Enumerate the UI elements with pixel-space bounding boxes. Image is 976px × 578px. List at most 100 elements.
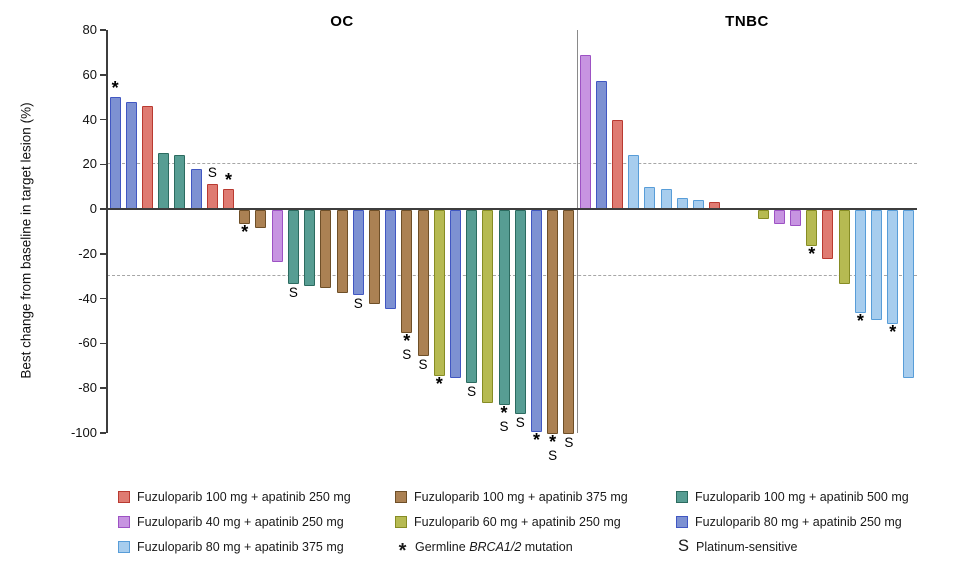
brca-marker: * (532, 429, 540, 450)
legend-item-fz100_ap250: Fuzuloparib 100 mg + apatinib 250 mg (118, 489, 351, 504)
bar-oc-11 (271, 210, 283, 262)
x-axis-baseline (107, 208, 917, 210)
platinum-marker: S (499, 418, 509, 434)
y-axis-tick (100, 387, 106, 389)
brca-marker: * (500, 402, 508, 423)
legend-item-label: Fuzuloparib 100 mg + apatinib 250 mg (137, 489, 351, 504)
platinum-marker: S (353, 296, 363, 312)
brca-marker: * (225, 169, 233, 190)
legend-swatch-icon (676, 490, 688, 503)
bar-tnbc-15 (806, 210, 818, 246)
panel-title-oc: OC (330, 13, 354, 30)
legend-swatch-icon (118, 490, 130, 503)
y-axis-tick-label: 0 (89, 201, 97, 217)
bar-oc-4 (158, 153, 170, 210)
panel-title-tnbc: TNBC (725, 13, 769, 30)
y-axis-tick (100, 74, 106, 76)
y-axis-tick (100, 432, 106, 434)
y-axis-tick-label: 40 (82, 111, 97, 127)
legend-item-brca: * Germline BRCA1/2 mutation (395, 539, 628, 562)
bar-oc-23 (466, 210, 478, 383)
platinum-marker: S (515, 414, 525, 430)
y-axis-tick-label: 80 (82, 22, 97, 37)
bar-oc-14 (320, 210, 332, 289)
platinum-marker: S (548, 448, 558, 463)
bar-tnbc-21 (903, 210, 915, 379)
brca-symbol-icon: * (398, 539, 407, 562)
y-axis-tick-label: -60 (78, 335, 97, 351)
y-axis-tick-label: -100 (70, 425, 97, 440)
legend-column-3: Fuzuloparib 100 mg + apatinib 500 mg Fuzu… (676, 490, 909, 555)
platinum-marker: S (402, 347, 412, 363)
legend-item-fz60_ap250: Fuzuloparib 60 mg + apatinib 250 mg (395, 514, 628, 529)
legend-item-label: Fuzuloparib 80 mg + apatinib 375 mg (137, 539, 344, 554)
legend-item-fz80_ap250: Fuzuloparib 80 mg + apatinib 250 mg (676, 514, 909, 529)
legend-column-1: Fuzuloparib 100 mg + apatinib 250 mg Fuzu… (118, 489, 351, 554)
reference-line-20 (107, 163, 917, 165)
y-axis-tick-label: -20 (78, 245, 97, 261)
bar-oc-8 (223, 188, 235, 210)
bar-oc-2 (125, 101, 137, 210)
platinum-marker: S (207, 165, 217, 181)
bar-oc-13 (304, 210, 316, 287)
platinum-marker: S (288, 284, 298, 300)
reference-line--30 (107, 275, 917, 277)
bar-oc-6 (190, 168, 202, 210)
brca-marker: * (856, 311, 864, 332)
legend-item-fz80_ap375: Fuzuloparib 80 mg + apatinib 375 mg (118, 539, 351, 554)
bar-oc-9 (239, 210, 251, 224)
legend-swatch-icon (118, 540, 130, 553)
platinum-marker: S (467, 383, 477, 399)
bar-oc-7 (206, 184, 218, 210)
platinum-marker: S (418, 356, 428, 372)
brca-marker: * (403, 331, 411, 352)
y-axis-tick-label: 60 (82, 66, 97, 82)
legend-swatch-icon (676, 515, 688, 528)
bar-tnbc-6 (660, 188, 672, 210)
y-axis-tick (100, 208, 106, 210)
bar-oc-16 (352, 210, 364, 296)
y-axis-tick-label: 20 (82, 156, 97, 172)
y-axis-line (106, 30, 108, 433)
y-axis-tick-label: -40 (78, 290, 97, 306)
bar-tnbc-16 (822, 210, 834, 260)
bar-oc-19 (401, 210, 413, 334)
legend-item-label: Fuzuloparib 40 mg + apatinib 250 mg (137, 514, 344, 529)
bar-tnbc-4 (628, 155, 640, 210)
bar-oc-21 (433, 210, 445, 376)
platinum-marker: S (564, 435, 574, 450)
y-axis-tick (100, 253, 106, 255)
bar-oc-17 (368, 210, 380, 305)
y-axis-tick (100, 29, 106, 31)
bar-oc-3 (142, 106, 154, 210)
legend-item-label: Fuzuloparib 100 mg + apatinib 375 mg (414, 489, 628, 504)
legend-item-fz100_ap375: Fuzuloparib 100 mg + apatinib 375 mg (395, 489, 628, 504)
bar-oc-5 (174, 155, 186, 210)
bar-oc-25 (498, 210, 510, 405)
brca-marker: * (111, 78, 119, 99)
brca-marker: * (435, 373, 443, 394)
bar-oc-29 (563, 210, 575, 434)
y-axis-tick (100, 297, 106, 300)
brca-marker: * (808, 243, 816, 264)
legend-item-platinum: S Platinum-sensitive (676, 538, 909, 555)
bar-tnbc-14 (790, 210, 802, 226)
brca-marker: * (549, 432, 557, 452)
bar-tnbc-1 (579, 54, 591, 210)
bar-oc-26 (514, 210, 526, 414)
bar-oc-20 (417, 210, 429, 356)
bar-tnbc-20 (887, 210, 899, 325)
y-axis-tick-label: -80 (78, 380, 97, 396)
y-axis-tick (100, 342, 106, 345)
bar-tnbc-5 (644, 186, 656, 210)
legend-swatch-icon (395, 515, 407, 528)
legend: Fuzuloparib 100 mg + apatinib 250 mg Fuzu… (0, 490, 976, 570)
y-axis-tick (100, 118, 106, 121)
legend-item-label: Fuzuloparib 60 mg + apatinib 250 mg (414, 514, 621, 529)
panel-divider (577, 30, 578, 433)
legend-item-fz100_ap500: Fuzuloparib 100 mg + apatinib 500 mg (676, 490, 909, 504)
bar-tnbc-17 (838, 210, 850, 284)
legend-item-label: Fuzuloparib 80 mg + apatinib 250 mg (695, 514, 902, 529)
bar-oc-18 (385, 210, 397, 309)
